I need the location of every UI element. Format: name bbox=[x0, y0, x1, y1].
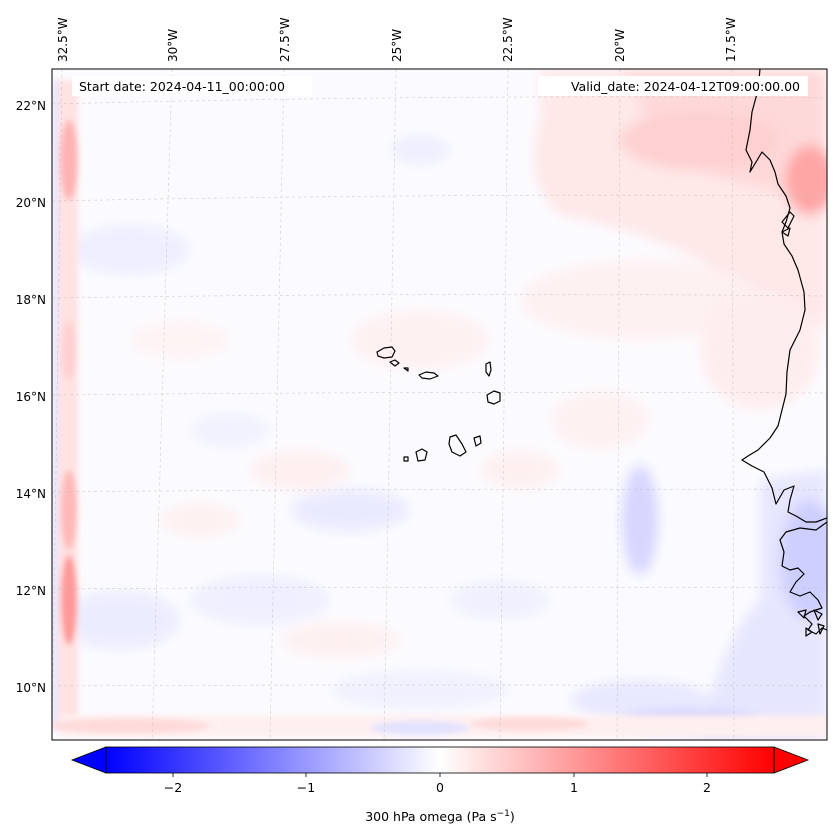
lat-label: 20°N bbox=[16, 196, 46, 210]
start-date: Start date: 2024-04-11_00:00:00 bbox=[79, 79, 285, 94]
lon-label: 30°W bbox=[166, 29, 180, 62]
colorbar-tick-label: 0 bbox=[436, 780, 444, 795]
cape-verde-fogo bbox=[415, 448, 428, 462]
lat-label: 18°N bbox=[16, 293, 46, 307]
valid-date-box bbox=[538, 76, 808, 96]
lon-label: 22.5°W bbox=[501, 17, 515, 62]
colorbar-tick-label: 2 bbox=[703, 780, 711, 795]
cape-verde-santiago bbox=[448, 434, 467, 457]
colorbar: −2 −1 0 1 2 300 hPa omega (Pa s−1) bbox=[70, 746, 810, 824]
lon-label: 25°W bbox=[390, 29, 404, 62]
start-date-box bbox=[72, 76, 312, 96]
lon-label: 17.5°W bbox=[724, 17, 738, 62]
cape-verde-sal bbox=[485, 361, 492, 377]
lat-label: 10°N bbox=[16, 681, 46, 695]
cape-verde-maio bbox=[473, 435, 482, 447]
cape-verde-sao-vicente bbox=[389, 359, 400, 367]
bissau-islands bbox=[797, 609, 825, 637]
lat-label: 12°N bbox=[16, 584, 46, 598]
cape-verde-boa-vista bbox=[486, 390, 501, 405]
map-panel: Start date: 2024-04-11_00:00:00 Valid_da… bbox=[52, 69, 827, 740]
lon-label: 32.5°W bbox=[56, 17, 70, 62]
cape-verde-brava bbox=[403, 456, 409, 462]
cape-verde-santo-antao bbox=[376, 346, 396, 359]
colorbar-gradient bbox=[106, 747, 774, 773]
coastlines bbox=[376, 69, 827, 637]
colorbar-tick-label: −1 bbox=[297, 780, 315, 795]
omega-field bbox=[52, 69, 827, 740]
colorbar-extend-max bbox=[773, 746, 810, 774]
lat-label: 22°N bbox=[16, 99, 46, 113]
colorbar-tick-marks bbox=[172, 773, 708, 777]
graticule bbox=[52, 69, 827, 740]
valid-date: Valid_date: 2024-04-12T09:00:00.00 bbox=[571, 79, 800, 94]
colorbar-tick-label: −2 bbox=[164, 780, 182, 795]
lat-label: 16°N bbox=[16, 390, 46, 404]
lon-label: 27.5°W bbox=[278, 17, 292, 62]
map-frame bbox=[51, 68, 828, 741]
cape-verde-sao-nicolau bbox=[418, 371, 439, 380]
lat-label: 14°N bbox=[16, 487, 46, 501]
latitude-labels: 22°N 20°N 18°N 16°N 14°N 12°N 10°N bbox=[16, 99, 46, 695]
senegal-river-coast bbox=[779, 521, 827, 635]
colorbar-extend-min bbox=[70, 746, 107, 774]
date-header: Start date: 2024-04-11_00:00:00 Valid_da… bbox=[72, 76, 808, 96]
lon-label: 20°W bbox=[613, 29, 627, 62]
cape-verde-santa-luzia bbox=[403, 367, 409, 372]
colorbar-tick-label: 1 bbox=[570, 780, 578, 795]
colorbar-label: 300 hPa omega (Pa s−1) bbox=[365, 809, 515, 824]
longitude-labels: 32.5°W 30°W 27.5°W 25°W 22.5°W 20°W 17.5… bbox=[56, 17, 738, 62]
africa-coastline bbox=[741, 69, 827, 523]
canary-fragment bbox=[781, 211, 795, 237]
